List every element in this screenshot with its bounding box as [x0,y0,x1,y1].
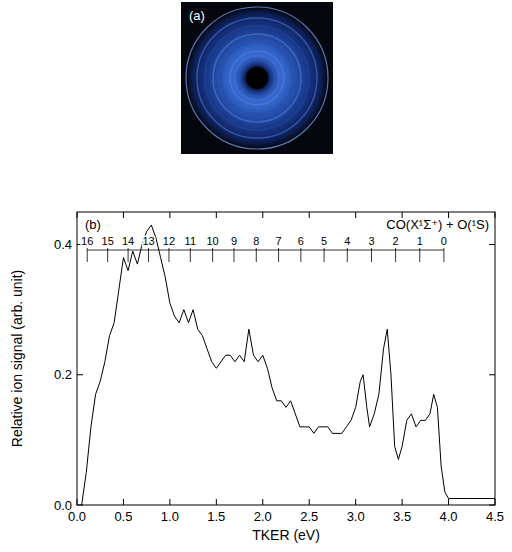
x-tick-label: 2.0 [254,509,272,524]
comb-tick [107,248,108,262]
image-ring [205,26,309,130]
x-tick [216,499,217,505]
x-tick [262,212,263,218]
x-tick [169,499,170,505]
image-background [181,2,333,154]
comb-tick [419,248,420,262]
image-ring [221,42,293,114]
comb-tick [395,248,396,262]
spectrum-line [82,225,495,505]
x-tick [309,499,310,505]
comb-label: 14 [122,235,134,247]
y-tick-label: 0.2 [54,367,72,382]
y-tick [489,505,495,506]
x-tick-label: 4.5 [486,509,504,524]
figure: (a)0.00.51.01.52.02.53.03.54.04.50.00.20… [0,0,512,552]
x-tick-label: 2.5 [300,509,318,524]
x-tick [77,212,78,218]
y-tick [489,374,495,375]
comb-tick [324,248,325,262]
comb-label: 6 [298,235,304,247]
comb-tick [347,248,348,262]
comb-tick [256,248,257,262]
x-axis-title: TKER (eV) [252,527,320,543]
y-axis-title: Relative ion signal (arb. unit) [9,270,25,447]
comb-label: 3 [368,235,374,247]
comb-tick [190,248,191,262]
image-ring [237,58,277,98]
image-center [246,67,268,89]
x-tick [495,499,496,505]
x-tick [169,212,170,218]
comb-label: 10 [206,235,218,247]
comb-tick [148,248,149,262]
comb-tick [233,248,234,262]
panel-label: (a) [189,8,205,23]
comb-label: 4 [344,235,350,247]
image-outer-ring [186,7,328,149]
comb-tick [278,248,279,262]
x-tick-label: 1.5 [207,509,225,524]
y-tick-label: 0.4 [54,237,72,252]
comb-label: 9 [231,235,237,247]
image-ring [197,18,317,138]
x-tick [123,499,124,505]
plot-frame [77,212,495,505]
x-tick [355,212,356,218]
x-tick [309,212,310,218]
image-ring [230,51,284,105]
image-rings [187,8,327,148]
x-tick [123,212,124,218]
x-tick [495,212,496,218]
plot-area [82,225,495,505]
x-tick [77,499,78,505]
comb-label: 0 [441,235,447,247]
x-tick-label: 4.0 [440,509,458,524]
y-tick-label: 0.0 [54,498,72,513]
x-tick [262,499,263,505]
x-tick [216,212,217,218]
comb-label: 8 [253,235,259,247]
y-tick [77,374,83,375]
comb-tick [443,248,444,262]
detector-image: (a) [181,2,333,154]
comb-label: 5 [321,235,327,247]
image-ring [213,34,301,122]
annotation: CO(X¹Σ⁺) + O(¹S) [386,217,489,232]
comb-tick [87,248,88,262]
comb-label: 7 [276,235,282,247]
comb-label: 1 [417,235,423,247]
comb-tick [212,248,213,262]
comb-tick [300,248,301,262]
y-tick [489,244,495,245]
x-tick [402,499,403,505]
x-tick [355,499,356,505]
comb-label: 11 [185,235,196,247]
panel-label: (b) [85,217,101,232]
x-tick-label: 1.0 [161,509,179,524]
comb-label: 13 [142,235,154,247]
comb-line [87,250,444,251]
x-tick-label: 3.5 [393,509,411,524]
x-tick [448,499,449,505]
comb-tick [128,248,129,262]
x-tick-label: 0.5 [114,509,132,524]
comb-tick [371,248,372,262]
x-tick-label: 3.0 [347,509,365,524]
comb-label: 12 [163,235,175,247]
comb-tick [168,248,169,262]
comb-label: 16 [81,235,93,247]
comb-label: 15 [102,235,114,247]
comb-label: 2 [393,235,399,247]
